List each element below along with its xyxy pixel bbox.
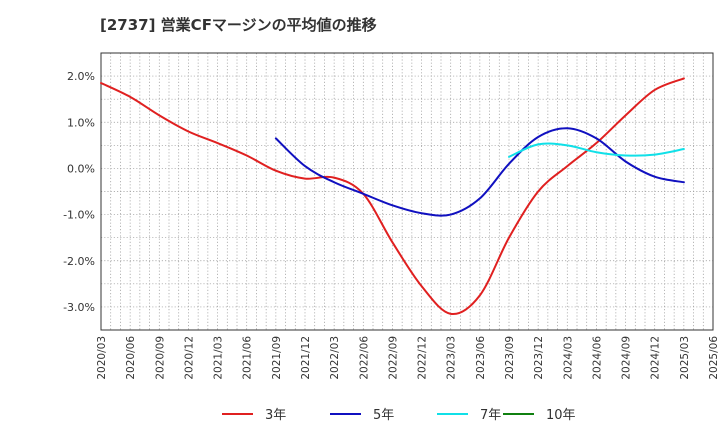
x-tick-label: 2022/06 bbox=[358, 336, 370, 380]
x-tick-label: 2021/09 bbox=[271, 336, 283, 380]
plot-frame bbox=[100, 52, 714, 331]
x-tick-label: 2022/09 bbox=[387, 336, 399, 380]
x-tick-label: 2021/03 bbox=[213, 336, 225, 380]
chart-title: [2737] 営業CFマージンの平均値の推移 bbox=[100, 16, 377, 34]
x-tick-label: 2020/03 bbox=[96, 336, 108, 380]
x-tick-label: 2021/06 bbox=[242, 336, 254, 380]
series-line-3 bbox=[508, 142, 685, 158]
y-tick-label: 2.0% bbox=[67, 70, 95, 83]
legend-label-3: 7年 bbox=[480, 408, 501, 423]
x-tick-label: 2022/03 bbox=[329, 336, 341, 380]
plot-area: 2.0% 1.0% 0.0% -1.0% -2.0% -3.0% 2020/03 2020/0… bbox=[63, 52, 720, 380]
x-tick-label: 2024/06 bbox=[591, 336, 603, 380]
x-tick-label: 2025/03 bbox=[679, 336, 691, 380]
x-tick-label: 2020/12 bbox=[183, 336, 195, 380]
legend-label-1: 3年 bbox=[265, 408, 286, 423]
x-tick-label: 2020/06 bbox=[125, 336, 137, 380]
y-tick-label: 0.0% bbox=[67, 162, 95, 175]
x-tick-label: 2023/03 bbox=[446, 336, 458, 380]
legend-label-2: 5年 bbox=[373, 408, 394, 423]
x-tick-label: 2022/12 bbox=[417, 336, 429, 380]
legend: 3年 5年 7年 10年 bbox=[222, 408, 576, 423]
x-tick-label: 2023/12 bbox=[533, 336, 545, 380]
x-tick-label: 2024/09 bbox=[621, 336, 633, 380]
x-tick-label: 2025/06 bbox=[708, 336, 720, 380]
y-tick-label: -2.0% bbox=[63, 255, 95, 268]
x-tick-label: 2024/12 bbox=[650, 336, 662, 380]
legend-label-4: 10年 bbox=[546, 408, 576, 423]
y-tick-label: -1.0% bbox=[63, 209, 95, 222]
x-tick-label: 2023/06 bbox=[475, 336, 487, 380]
y-tick-label: 1.0% bbox=[67, 116, 95, 129]
y-tick-label: -3.0% bbox=[63, 301, 95, 314]
x-tick-label: 2024/03 bbox=[562, 336, 574, 380]
series-line-1 bbox=[100, 77, 685, 316]
x-tick-label: 2020/09 bbox=[154, 336, 166, 380]
x-tick-label: 2021/12 bbox=[300, 336, 312, 380]
x-tick-label: 2023/09 bbox=[504, 336, 516, 380]
